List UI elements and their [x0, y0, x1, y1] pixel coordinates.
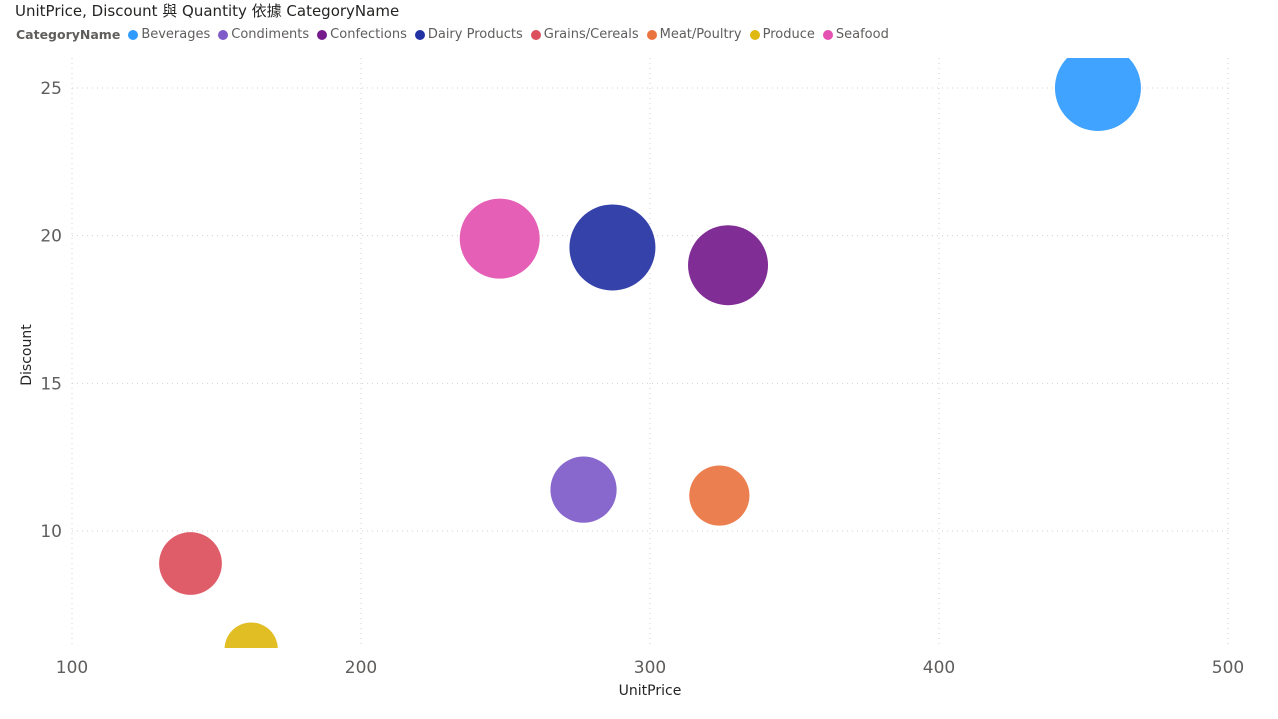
bubble-condiments[interactable]	[550, 456, 617, 523]
legend-item-seafood[interactable]: Seafood	[822, 27, 889, 42]
legend-item-produce[interactable]: Produce	[749, 27, 815, 42]
bubble-dairy-products[interactable]	[569, 204, 656, 291]
legend: CategoryName Beverages Condiments Confecti…	[16, 27, 897, 42]
y-tick-label: 10	[40, 522, 62, 542]
bubble-grains-cereals[interactable]	[159, 532, 222, 595]
x-tick-label: 300	[634, 658, 666, 678]
bubble-seafood[interactable]	[459, 198, 540, 279]
x-tick-label: 400	[923, 658, 955, 678]
legend-label: Produce	[762, 27, 815, 42]
bubble-meat-poultry[interactable]	[689, 465, 750, 526]
chart-title: UnitPrice, Discount 與 Quantity 依據 Catego…	[15, 2, 400, 20]
bubbles	[159, 45, 1141, 675]
x-axis-label: UnitPrice	[619, 683, 682, 699]
legend-label: Grains/Cereals	[543, 27, 639, 42]
legend-label: Beverages	[141, 27, 211, 42]
legend-item-grains-cereals[interactable]: Grains/Cereals	[530, 27, 639, 42]
y-tick-label: 15	[40, 374, 62, 394]
legend-swatch	[317, 29, 328, 40]
x-tick-label: 500	[1212, 658, 1244, 678]
grid	[71, 58, 1229, 648]
legend-swatch	[749, 29, 760, 40]
bubble-confections[interactable]	[688, 225, 769, 306]
legend-label: Confections	[330, 27, 407, 42]
x-tick-label: 200	[345, 658, 377, 678]
legend-item-beverages[interactable]: Beverages	[128, 27, 210, 42]
legend-swatch	[218, 29, 229, 40]
bubble-produce[interactable]	[224, 622, 278, 675]
legend-swatch	[128, 29, 139, 40]
legend-swatch	[822, 29, 833, 40]
legend-label: Meat/Poultry	[659, 27, 742, 42]
y-tick-label: 25	[40, 79, 62, 99]
bubble-beverages[interactable]	[1054, 45, 1141, 131]
legend-title: CategoryName	[16, 27, 121, 42]
legend-swatch	[530, 29, 541, 40]
y-axis-label: Discount	[19, 324, 35, 386]
legend-swatch	[646, 29, 657, 40]
y-axis-ticks: 10 15 20 25	[40, 79, 62, 542]
legend-label: Condiments	[231, 27, 310, 42]
legend-item-confections[interactable]: Confections	[317, 27, 407, 42]
legend-label: Dairy Products	[427, 27, 523, 42]
x-axis-ticks: 100 200 300 400 500	[56, 658, 1244, 678]
legend-label: Seafood	[835, 27, 889, 42]
legend-item-meat-poultry[interactable]: Meat/Poultry	[646, 27, 742, 42]
x-tick-label: 100	[56, 658, 88, 678]
legend-item-dairy-products[interactable]: Dairy Products	[414, 27, 523, 42]
y-tick-label: 20	[40, 227, 62, 247]
legend-item-condiments[interactable]: Condiments	[218, 27, 309, 42]
legend-swatch	[414, 29, 425, 40]
